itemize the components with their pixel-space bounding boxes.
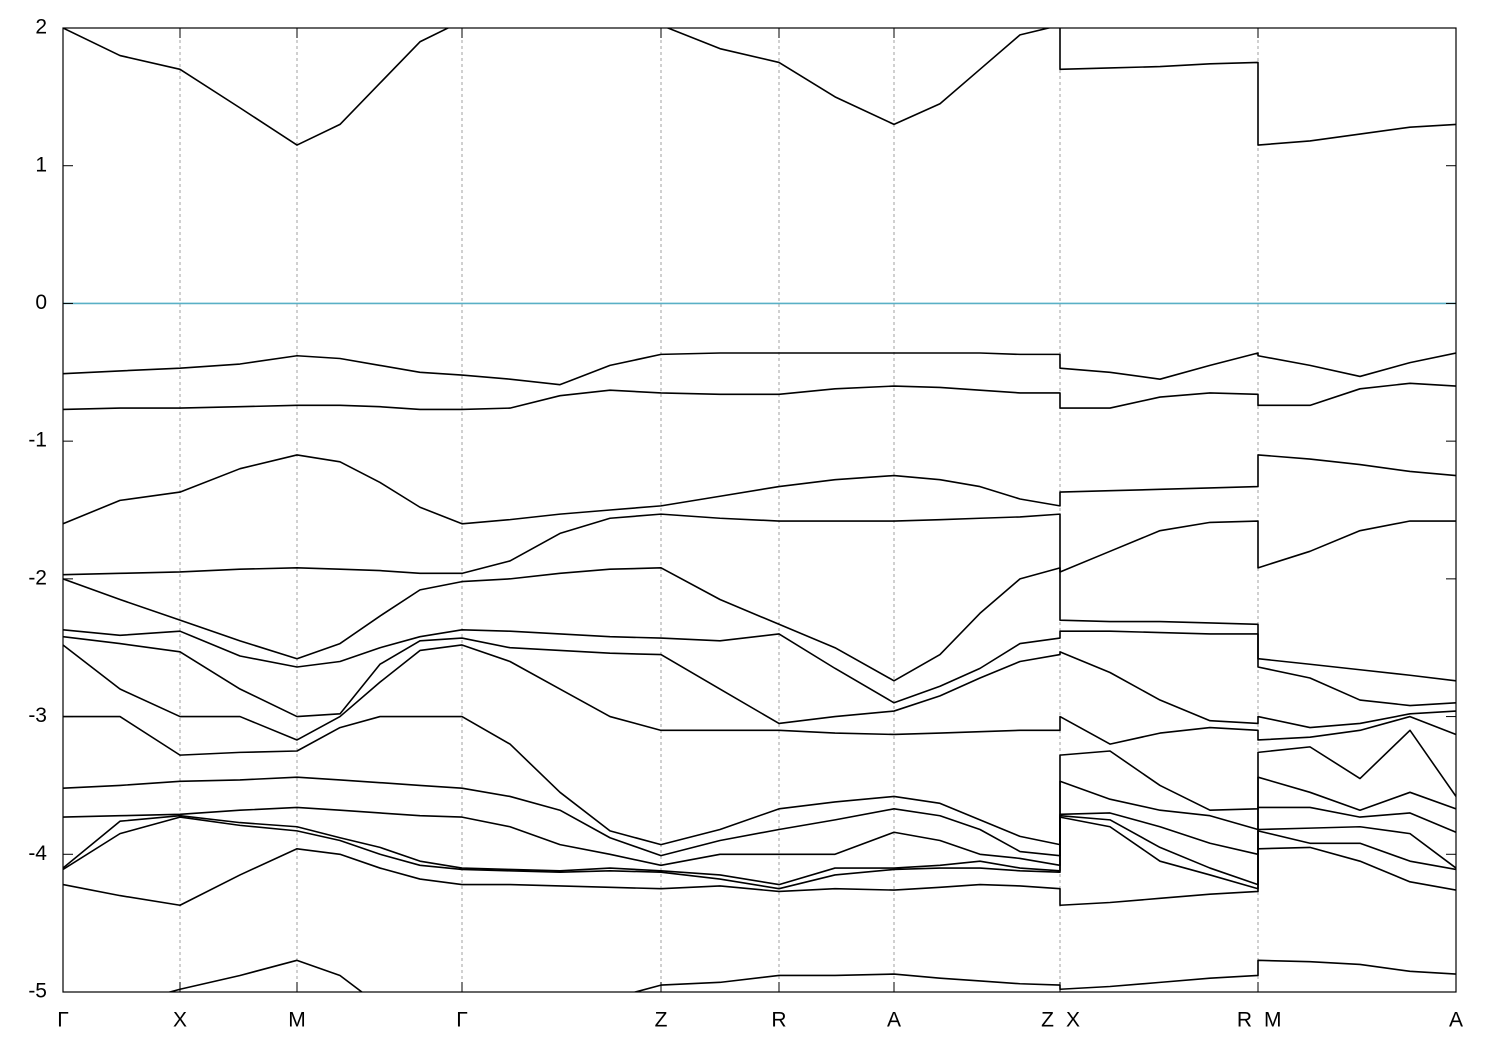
x-tick-label: X xyxy=(173,1009,187,1032)
x-tick-label: R xyxy=(771,1009,786,1032)
x-tick-label: Γ xyxy=(57,1009,69,1032)
band-line xyxy=(63,454,1456,525)
x-tick-label: Z xyxy=(655,1009,668,1032)
band-line xyxy=(63,513,1456,576)
y-tick-label: -5 xyxy=(28,980,47,1003)
plot-area xyxy=(63,28,1456,992)
band-line xyxy=(63,352,1456,386)
band-line xyxy=(63,28,1456,146)
x-tick-label: M xyxy=(1264,1009,1282,1032)
x-tick-label: X xyxy=(1066,1009,1080,1032)
plot-frame xyxy=(62,27,1457,993)
x-tick-label: M xyxy=(288,1009,306,1032)
y-tick-label: 2 xyxy=(35,16,47,39)
band-line xyxy=(63,644,1456,745)
y-tick-label: -4 xyxy=(28,842,47,865)
x-tick-label: Z xyxy=(1041,1009,1054,1032)
y-tick-label: -3 xyxy=(28,704,47,727)
x-tick-label: A xyxy=(887,1009,901,1032)
band-line xyxy=(166,959,1456,992)
y-tick-label: 0 xyxy=(35,291,47,314)
x-tick-label: Γ xyxy=(456,1009,468,1032)
x-tick-label: R xyxy=(1237,1009,1252,1032)
y-tick-label: -2 xyxy=(28,566,47,589)
y-tick-label: -1 xyxy=(28,429,47,452)
y-tick-label: 1 xyxy=(35,153,47,176)
band-line xyxy=(63,846,1456,907)
band-line xyxy=(63,567,1456,682)
band-line xyxy=(63,382,1456,411)
x-tick-label: A xyxy=(1449,1009,1463,1032)
band-line xyxy=(63,635,1456,729)
band-line xyxy=(63,629,1456,707)
